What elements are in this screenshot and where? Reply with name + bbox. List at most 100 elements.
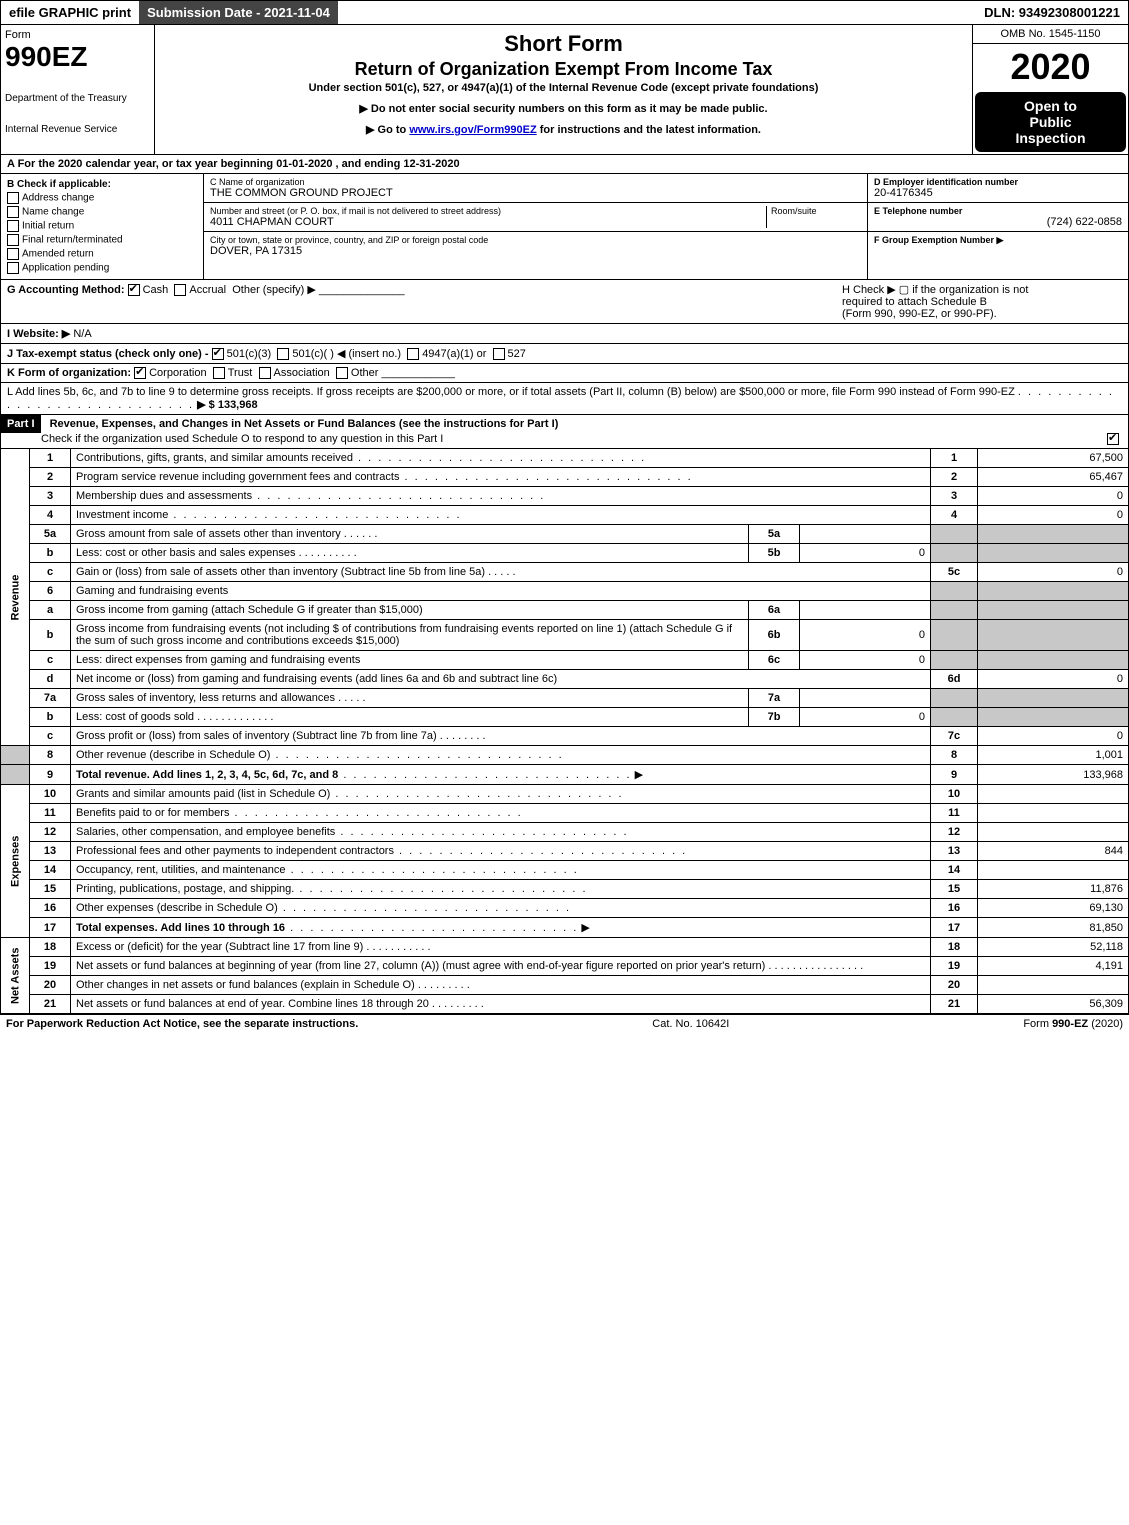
header-center: Short Form Return of Organization Exempt…	[155, 25, 972, 154]
line-5a: 5a Gross amount from sale of assets othe…	[1, 525, 1129, 544]
line-7a: 7a Gross sales of inventory, less return…	[1, 689, 1129, 708]
part1-header: Part I Revenue, Expenses, and Changes in…	[0, 415, 1129, 449]
c-city-label: City or town, state or province, country…	[210, 235, 861, 245]
line-20: 20 Other changes in net assets or fund b…	[1, 976, 1129, 995]
g-label: G Accounting Method:	[7, 284, 125, 296]
row-j: J Tax-exempt status (check only one) - 5…	[0, 344, 1129, 364]
f-label: F Group Exemption Number ▶	[874, 235, 1122, 246]
checkbox-assoc[interactable]	[259, 367, 271, 379]
line-8: 8 Other revenue (describe in Schedule O)…	[1, 746, 1129, 765]
form-number: 990EZ	[5, 41, 150, 73]
checkbox-schedule-o[interactable]	[1107, 433, 1119, 445]
amt-12	[978, 823, 1129, 842]
open-to-public: Open to Public Inspection	[975, 92, 1126, 152]
h-block: H Check ▶ ▢ if the organization is not r…	[842, 283, 1122, 320]
checkbox-accrual[interactable]	[174, 284, 186, 296]
line-1: Revenue 1 Contributions, gifts, grants, …	[1, 449, 1129, 468]
subval-7a	[800, 689, 931, 708]
b-item-name: Name change	[7, 206, 197, 218]
footer-left: For Paperwork Reduction Act Notice, see …	[6, 1018, 358, 1030]
line-7c: c Gross profit or (loss) from sales of i…	[1, 727, 1129, 746]
ein: 20-4176345	[874, 187, 1122, 199]
checkbox-pending[interactable]	[7, 262, 19, 274]
amt-10	[978, 785, 1129, 804]
h-line1: H Check ▶ ▢ if the organization is not	[842, 283, 1122, 296]
form-word: Form	[5, 29, 150, 41]
g-block: G Accounting Method: Cash Accrual Other …	[7, 283, 405, 296]
checkbox-address[interactable]	[7, 192, 19, 204]
line-7b: b Less: cost of goods sold . . . . . . .…	[1, 708, 1129, 727]
amt-6d: 0	[978, 670, 1129, 689]
dln-label: DLN: 93492308001221	[976, 1, 1128, 24]
d-block: D Employer identification number 20-4176…	[868, 174, 1128, 203]
l-text: L Add lines 5b, 6c, and 7b to line 9 to …	[7, 386, 1015, 398]
amt-13: 844	[978, 842, 1129, 861]
checkbox-501c3[interactable]	[212, 348, 224, 360]
checkbox-initial[interactable]	[7, 220, 19, 232]
amt-9: 133,968	[978, 765, 1129, 785]
info-grid: B Check if applicable: Address change Na…	[0, 174, 1129, 280]
section-def: D Employer identification number 20-4176…	[867, 174, 1128, 279]
line-17: 17 Total expenses. Add lines 10 through …	[1, 918, 1129, 938]
top-bar: efile GRAPHIC print Submission Date - 20…	[0, 0, 1129, 25]
e-block: E Telephone number (724) 622-0858	[868, 203, 1128, 232]
line-4: 4 Investment income 4 0	[1, 506, 1129, 525]
checkbox-cash[interactable]	[128, 284, 140, 296]
goto-post: for instructions and the latest informat…	[537, 124, 761, 136]
efile-label: efile GRAPHIC print	[1, 1, 139, 24]
i-label: I Website: ▶	[7, 328, 70, 340]
checkbox-4947[interactable]	[407, 348, 419, 360]
org-city: DOVER, PA 17315	[210, 245, 861, 257]
amt-2: 65,467	[978, 468, 1129, 487]
line-6b: b Gross income from fundraising events (…	[1, 620, 1129, 651]
subval-7b: 0	[800, 708, 931, 727]
f-block: F Group Exemption Number ▶	[868, 232, 1128, 249]
checkbox-final[interactable]	[7, 234, 19, 246]
checkbox-amended[interactable]	[7, 248, 19, 260]
checkbox-name[interactable]	[7, 206, 19, 218]
amt-14	[978, 861, 1129, 880]
checkbox-trust[interactable]	[213, 367, 225, 379]
website-value: N/A	[73, 328, 91, 340]
amt-21: 56,309	[978, 995, 1129, 1014]
amt-15: 11,876	[978, 880, 1129, 899]
row-i: I Website: ▶ N/A	[0, 324, 1129, 344]
b-item-initial: Initial return	[7, 220, 197, 232]
checkbox-corp[interactable]	[134, 367, 146, 379]
revenue-table: Revenue 1 Contributions, gifts, grants, …	[0, 449, 1129, 1014]
line-15: 15 Printing, publications, postage, and …	[1, 880, 1129, 899]
b-item-amended: Amended return	[7, 248, 197, 260]
line-21: 21 Net assets or fund balances at end of…	[1, 995, 1129, 1014]
dept-irs: Internal Revenue Service	[5, 124, 150, 135]
title-return: Return of Organization Exempt From Incom…	[163, 59, 964, 80]
checkbox-527[interactable]	[493, 348, 505, 360]
org-address: 4011 CHAPMAN COURT	[210, 216, 766, 228]
checkbox-501c[interactable]	[277, 348, 289, 360]
irs-link[interactable]: www.irs.gov/Form990EZ	[409, 124, 536, 136]
row-k: K Form of organization: Corporation Trus…	[0, 364, 1129, 383]
amt-17: 81,850	[978, 918, 1129, 938]
k-label: K Form of organization:	[7, 367, 131, 379]
line-9: 9 Total revenue. Add lines 1, 2, 3, 4, 5…	[1, 765, 1129, 785]
line-16: 16 Other expenses (describe in Schedule …	[1, 899, 1129, 918]
part1-sub: Check if the organization used Schedule …	[1, 433, 1128, 448]
checkbox-other-org[interactable]	[336, 367, 348, 379]
subtitle: Under section 501(c), 527, or 4947(a)(1)…	[163, 82, 964, 94]
sidelabel-expenses: Expenses	[1, 785, 30, 938]
line-14: 14 Occupancy, rent, utilities, and maint…	[1, 861, 1129, 880]
section-b: B Check if applicable: Address change Na…	[1, 174, 204, 279]
b-item-pending: Application pending	[7, 262, 197, 274]
room-label: Room/suite	[771, 206, 861, 216]
amt-8: 1,001	[978, 746, 1129, 765]
org-name: THE COMMON GROUND PROJECT	[210, 187, 861, 199]
header-right: OMB No. 1545-1150 2020 Open to Public In…	[972, 25, 1128, 154]
amt-16: 69,130	[978, 899, 1129, 918]
line-5c: c Gain or (loss) from sale of assets oth…	[1, 563, 1129, 582]
line-10: Expenses 10 Grants and similar amounts p…	[1, 785, 1129, 804]
line-5b: b Less: cost or other basis and sales ex…	[1, 544, 1129, 563]
dept-treasury: Department of the Treasury	[5, 93, 150, 104]
line-3: 3 Membership dues and assessments 3 0	[1, 487, 1129, 506]
c-name-block: C Name of organization THE COMMON GROUND…	[204, 174, 867, 203]
open1: Open to	[977, 98, 1124, 114]
header-left: Form 990EZ Department of the Treasury In…	[1, 25, 155, 154]
